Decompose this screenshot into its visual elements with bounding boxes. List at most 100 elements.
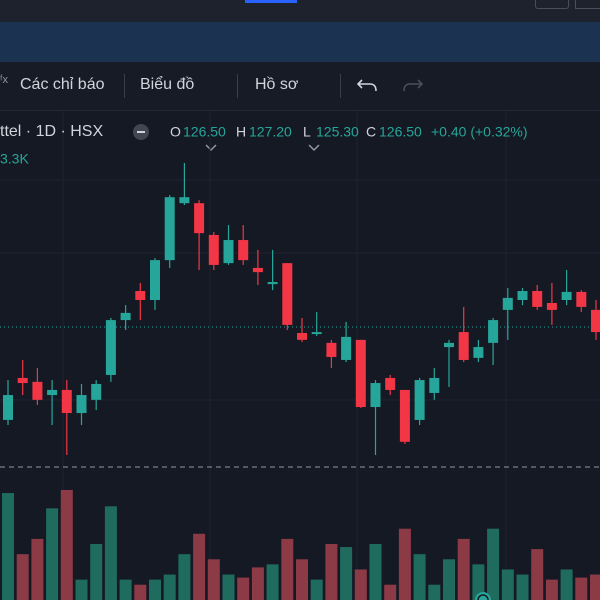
bottom-icon[interactable] [475, 592, 491, 600]
volume-bar [207, 559, 220, 600]
change: +0.40 (+0.32%) [431, 124, 528, 140]
candle-body [252, 267, 263, 273]
volume-bar [296, 559, 308, 600]
candle-body [32, 381, 43, 400]
separator [124, 74, 125, 98]
indicators-button[interactable]: Các chỉ báo [20, 76, 105, 93]
volume-bar [384, 584, 397, 600]
candle-body [194, 203, 205, 234]
volume-bar [340, 547, 353, 600]
volume-bar [545, 579, 558, 600]
candle-body [282, 263, 293, 325]
ohlc-key: C [366, 124, 376, 140]
volume-bar [369, 543, 382, 600]
volume-bar [237, 577, 250, 600]
profile-button[interactable]: Hồ sơ [255, 76, 299, 93]
volume-bar [2, 493, 14, 600]
candle-body [223, 240, 234, 264]
candle-body [576, 291, 587, 307]
candle-body [444, 342, 454, 348]
candle-body [3, 395, 13, 420]
volume-bar [413, 554, 426, 600]
volume-bar [281, 538, 294, 600]
candle-body [17, 377, 28, 384]
volume-bar [398, 528, 411, 600]
ohlc-value: 125.30 [316, 124, 359, 140]
candle-body [105, 320, 116, 375]
volume-bar [163, 574, 176, 600]
volume-bar [354, 569, 367, 600]
ohlc-key: H [236, 124, 246, 140]
candle-body [370, 383, 381, 408]
volume-bar [443, 559, 455, 600]
volume-bar [16, 554, 29, 600]
candle-body [150, 260, 160, 301]
volume-bar [310, 579, 323, 600]
candle-body [355, 339, 366, 408]
volume-label: 3.3K [0, 151, 29, 167]
series [2, 163, 600, 600]
candle-body [47, 389, 58, 396]
volume-bar [428, 584, 441, 600]
volume-bar [46, 508, 59, 600]
ohlc-value: 127.20 [249, 124, 292, 140]
candle-body [311, 332, 322, 335]
volume-bar [119, 579, 132, 600]
window-button[interactable] [535, 0, 569, 9]
candle-body [429, 377, 440, 393]
separator [340, 74, 341, 98]
candle-body [532, 291, 543, 307]
ohlc-key: L [303, 124, 311, 140]
volume-bar [531, 549, 544, 600]
ohlc-value: 126.50 [379, 124, 422, 140]
volume-bar [472, 564, 485, 600]
ohlc-legend: O 126.50 H 127.20 L 125.30 C 126.50 +0.40 (+0.32… [170, 124, 528, 140]
candle-body [91, 383, 102, 400]
ohlc-key: O [170, 124, 181, 140]
volume-bar [266, 564, 279, 600]
header-band [0, 22, 600, 62]
candle-body [341, 336, 352, 360]
candle-body [517, 291, 528, 301]
candle-body [297, 332, 307, 340]
candle-body [414, 380, 425, 420]
indicator-icon[interactable]: ᶠx [0, 74, 9, 86]
separator [237, 74, 238, 98]
candle-body [76, 395, 87, 414]
chevron [205, 144, 217, 152]
volume-bar [90, 543, 103, 600]
volume-bar [325, 543, 338, 600]
volume-bar [178, 554, 191, 600]
volume-bar [251, 567, 264, 600]
toolbar: ᶠx Các chỉ báo Biểu đồ Hồ sơ [0, 62, 600, 152]
candle-body [61, 389, 72, 414]
candle-body [473, 347, 484, 358]
volume-bar [104, 506, 117, 600]
collapse-button[interactable] [133, 124, 149, 140]
volume-bar [457, 538, 470, 600]
candle-body [164, 197, 175, 261]
candle-body [326, 342, 337, 357]
chart-type-button[interactable]: Biểu đồ [140, 76, 195, 93]
volume-bar [575, 577, 588, 600]
candle-body [546, 303, 557, 310]
window-button[interactable] [575, 0, 600, 9]
candle-body [208, 234, 219, 265]
candle-body [179, 197, 190, 204]
candle-body [399, 389, 410, 442]
candle-body [267, 282, 278, 285]
candle-body [561, 291, 572, 301]
candle-body [120, 312, 131, 321]
volume-bar [149, 579, 161, 600]
undo-icon[interactable] [356, 79, 377, 92]
volume-bar [222, 574, 235, 600]
volume-bar [31, 538, 44, 600]
volume-bar [134, 584, 147, 600]
volume-bar [560, 569, 573, 600]
volume-bar [487, 528, 500, 600]
candle-body [591, 309, 600, 333]
candle-body [458, 332, 469, 360]
volume-bar [501, 569, 514, 600]
candle-body [488, 320, 499, 343]
